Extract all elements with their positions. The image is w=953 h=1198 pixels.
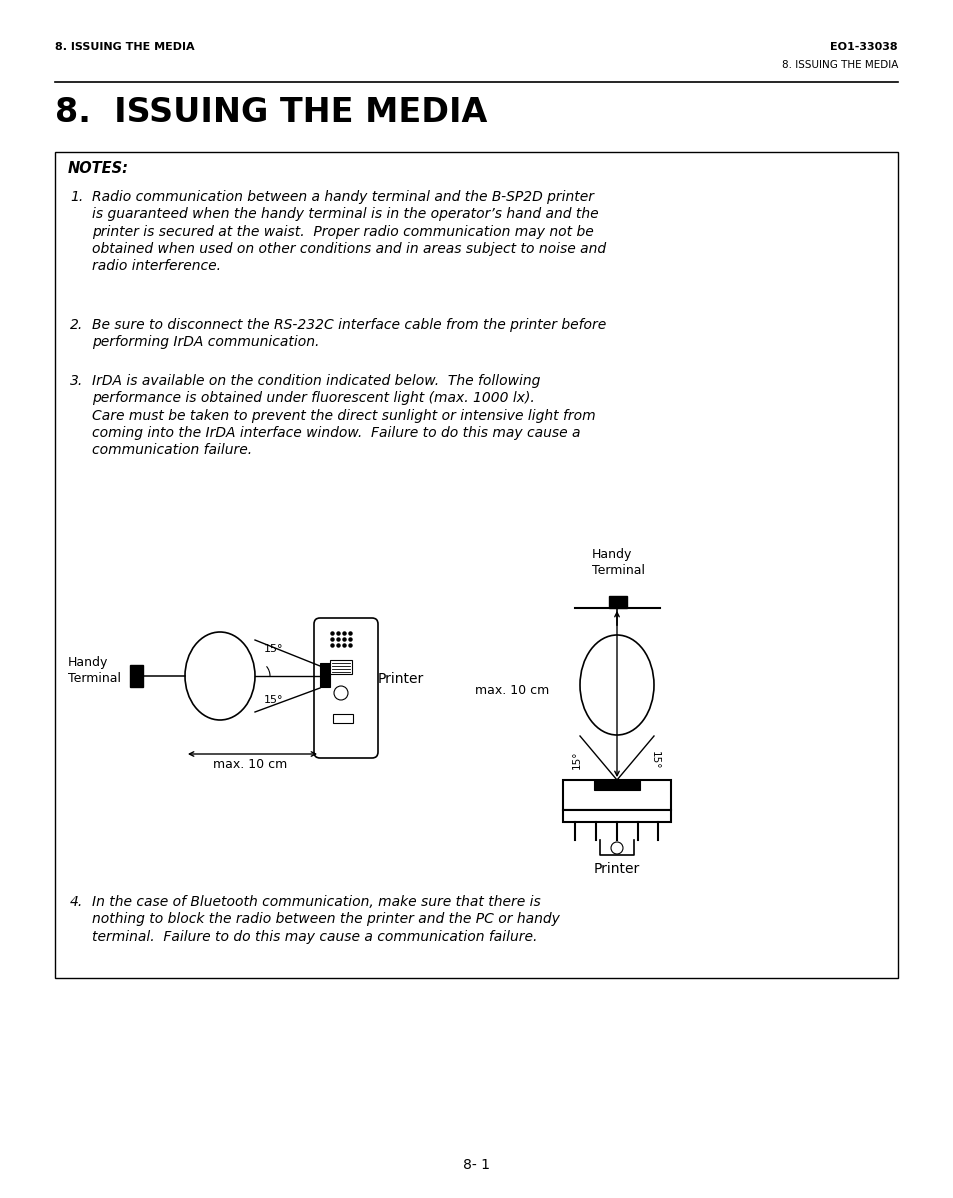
Text: Handy
Terminal: Handy Terminal (68, 657, 121, 685)
Text: 8.  ISSUING THE MEDIA: 8. ISSUING THE MEDIA (55, 96, 487, 129)
Text: In the case of Bluetooth communication, make sure that there is
nothing to block: In the case of Bluetooth communication, … (91, 895, 559, 944)
Text: IrDA is available on the condition indicated below.  The following
performance i: IrDA is available on the condition indic… (91, 374, 595, 458)
Text: 8. ISSUING THE MEDIA: 8. ISSUING THE MEDIA (781, 60, 897, 69)
Text: Be sure to disconnect the RS-232C interface cable from the printer before
perfor: Be sure to disconnect the RS-232C interf… (91, 317, 605, 350)
Text: 1.: 1. (70, 190, 83, 204)
Text: 15°: 15° (264, 695, 283, 704)
Text: EO1-33038: EO1-33038 (829, 42, 897, 52)
Bar (130, 665, 143, 686)
Circle shape (334, 686, 348, 700)
Text: max. 10 cm: max. 10 cm (213, 758, 287, 772)
Circle shape (610, 842, 622, 854)
Text: 15°: 15° (649, 751, 659, 769)
Text: NOTES:: NOTES: (68, 161, 129, 176)
Text: 8- 1: 8- 1 (463, 1158, 490, 1172)
Text: max. 10 cm: max. 10 cm (475, 684, 549, 696)
Text: 2.: 2. (70, 317, 83, 332)
Text: 4.: 4. (70, 895, 83, 909)
Text: Printer: Printer (594, 863, 639, 876)
Text: Printer: Printer (377, 672, 424, 686)
Bar (330, 660, 352, 674)
Bar (562, 810, 670, 822)
Text: 8. ISSUING THE MEDIA: 8. ISSUING THE MEDIA (55, 42, 194, 52)
Ellipse shape (185, 633, 254, 720)
Bar (333, 714, 353, 724)
Text: Handy
Terminal: Handy Terminal (592, 547, 644, 577)
Bar (55, 152, 897, 978)
Text: Radio communication between a handy terminal and the B-SP2D printer
is guarantee: Radio communication between a handy term… (91, 190, 605, 273)
Bar (562, 780, 670, 810)
Bar (594, 780, 639, 789)
Bar (608, 595, 626, 609)
FancyBboxPatch shape (314, 618, 377, 758)
Ellipse shape (579, 635, 654, 736)
Bar (319, 662, 330, 686)
Text: 15°: 15° (572, 751, 581, 769)
Text: 3.: 3. (70, 374, 83, 388)
Text: 15°: 15° (264, 645, 283, 654)
